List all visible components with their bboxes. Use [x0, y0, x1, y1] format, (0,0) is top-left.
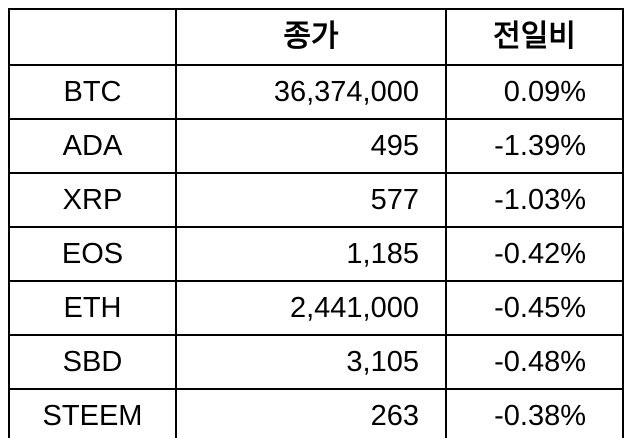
table-row-btc: BTC 36,374,000 0.09%: [8, 64, 624, 120]
symbol-cell: XRP: [8, 172, 177, 228]
close-price-cell: 2,441,000: [175, 280, 447, 336]
change-cell: -0.42%: [445, 226, 624, 282]
table-row-xrp: XRP 577 -1.03%: [8, 172, 624, 228]
table-row-sbd: SBD 3,105 -0.48%: [8, 334, 624, 390]
close-price-cell: 1,185: [175, 226, 447, 282]
symbol-cell: BTC: [8, 64, 177, 120]
change-cell: -1.03%: [445, 172, 624, 228]
table-row-ada: ADA 495 -1.39%: [8, 118, 624, 174]
close-price-cell: 263: [175, 388, 447, 438]
change-cell: -0.48%: [445, 334, 624, 390]
symbol-cell: SBD: [8, 334, 177, 390]
table-row-steem: STEEM 263 -0.38%: [8, 388, 624, 438]
table-header-row: 종가 전일비: [8, 8, 624, 66]
change-cell: -1.39%: [445, 118, 624, 174]
crypto-price-table: 종가 전일비 BTC 36,374,000 0.09% ADA 495 -1.3…: [8, 8, 624, 438]
change-cell: 0.09%: [445, 64, 624, 120]
corner-header-cell: [8, 8, 177, 66]
table-row-eos: EOS 1,185 -0.42%: [8, 226, 624, 282]
symbol-cell: STEEM: [8, 388, 177, 438]
symbol-cell: EOS: [8, 226, 177, 282]
close-price-cell: 3,105: [175, 334, 447, 390]
symbol-cell: ETH: [8, 280, 177, 336]
change-cell: -0.45%: [445, 280, 624, 336]
close-price-cell: 577: [175, 172, 447, 228]
close-price-header: 종가: [175, 8, 447, 66]
close-price-cell: 36,374,000: [175, 64, 447, 120]
daily-change-header: 전일비: [445, 8, 624, 66]
change-cell: -0.38%: [445, 388, 624, 438]
symbol-cell: ADA: [8, 118, 177, 174]
table-row-eth: ETH 2,441,000 -0.45%: [8, 280, 624, 336]
close-price-cell: 495: [175, 118, 447, 174]
